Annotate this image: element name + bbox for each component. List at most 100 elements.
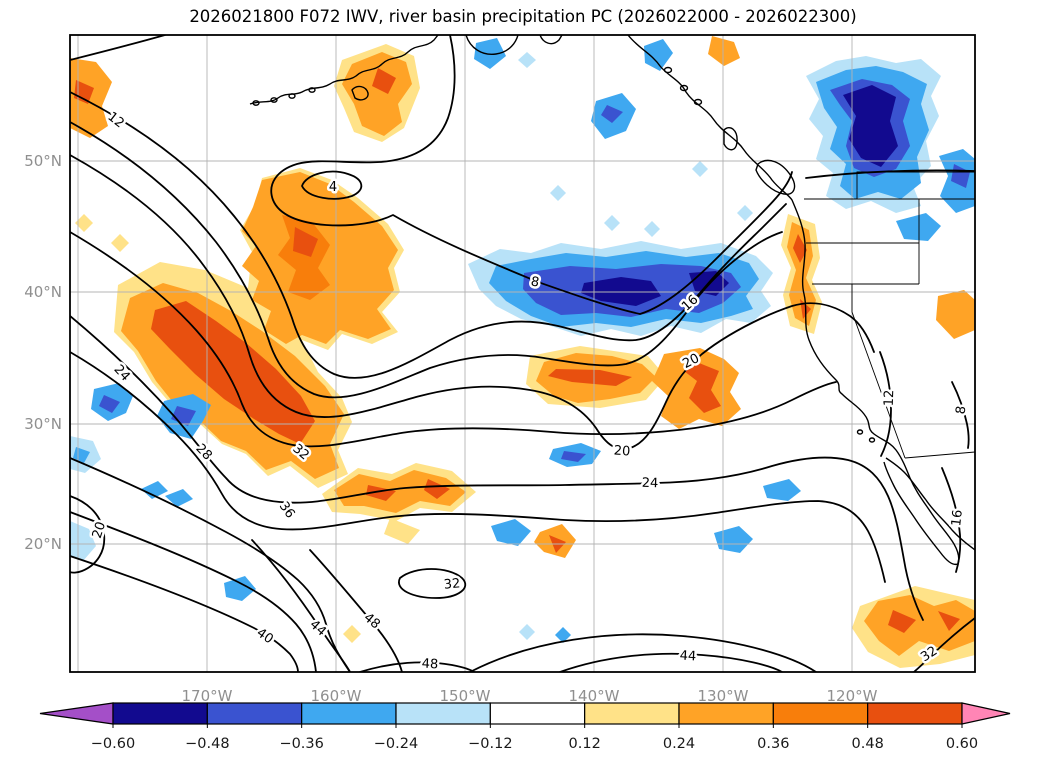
anomaly-patch bbox=[936, 290, 975, 339]
colorbar-tick-label: −0.24 bbox=[374, 736, 418, 752]
anomaly-patch bbox=[601, 105, 623, 123]
anomaly-patch bbox=[518, 52, 536, 68]
colorbar-cell bbox=[112, 702, 208, 725]
contour-label: 20 bbox=[613, 443, 631, 459]
colorbar-cell bbox=[206, 702, 303, 725]
coastline-segment bbox=[249, 35, 439, 105]
iwv-contour-lines bbox=[70, 35, 975, 672]
contour-line bbox=[398, 568, 467, 599]
contour-label: 24 bbox=[641, 476, 658, 492]
anomaly-patch bbox=[74, 80, 94, 104]
anomaly-patch bbox=[519, 624, 535, 640]
anomaly-patch bbox=[384, 518, 420, 544]
anomaly-patch bbox=[938, 611, 960, 631]
anomaly-patch bbox=[714, 526, 753, 553]
contour-line bbox=[270, 35, 793, 315]
contour-label: 4 bbox=[329, 180, 337, 195]
coastline-segment bbox=[868, 437, 876, 443]
colorbar-extend-high-arrow bbox=[961, 702, 1011, 725]
latitude-tick-label: 20°N bbox=[24, 535, 62, 553]
colorbar-tick-labels: −0.60 −0.48 −0.36 −0.24 −0.12 0.12 0.24 0.36 0.4… bbox=[91, 724, 978, 752]
coastline-segment bbox=[663, 66, 673, 74]
contour-label: 16 bbox=[949, 509, 966, 527]
contour-label: 44 bbox=[679, 649, 696, 665]
graticule-grid bbox=[70, 35, 975, 672]
plot-frame bbox=[69, 34, 976, 673]
colorbar-cell bbox=[772, 702, 869, 725]
contour-line bbox=[309, 549, 403, 672]
latitude-tick-label: 50°N bbox=[24, 152, 62, 170]
anomaly-patch bbox=[474, 38, 506, 69]
anomaly-patch bbox=[684, 361, 721, 413]
colorbar-tick-label: −0.60 bbox=[91, 736, 135, 752]
anomaly-patch bbox=[70, 521, 96, 561]
anomaly-patch bbox=[224, 576, 256, 601]
longitude-tick-label: 140°W bbox=[569, 687, 620, 705]
anomaly-patch bbox=[561, 451, 586, 462]
latitude-tick-label: 40°N bbox=[24, 283, 62, 301]
anomaly-patch bbox=[75, 214, 93, 232]
anomaly-patch bbox=[293, 227, 318, 257]
contour-label: 28 bbox=[192, 441, 214, 463]
anomaly-patch bbox=[73, 447, 90, 463]
colorbar bbox=[39, 702, 1011, 725]
latitude-tick-label: 30°N bbox=[24, 415, 62, 433]
coastlines bbox=[249, 35, 975, 566]
colorbar-tick-label: −0.12 bbox=[468, 736, 512, 752]
colorbar-extend-low-arrow bbox=[39, 702, 114, 725]
contour-label: 48 bbox=[421, 657, 438, 673]
contour-line bbox=[359, 661, 475, 672]
colorbar-tick-label: 0.48 bbox=[852, 736, 884, 752]
coastline-segment bbox=[288, 93, 296, 99]
contour-label: 20 bbox=[90, 520, 109, 540]
border-line bbox=[851, 284, 906, 459]
anomaly-patch bbox=[793, 234, 807, 263]
anomaly-patch bbox=[737, 205, 753, 221]
contour-label: 32 bbox=[443, 576, 461, 592]
longitude-tick-label: 160°W bbox=[311, 687, 362, 705]
longitude-tick-label: 170°W bbox=[182, 687, 233, 705]
contour-label: 12 bbox=[882, 389, 898, 406]
anomaly-patch bbox=[141, 481, 168, 499]
anomaly-patch bbox=[581, 277, 661, 306]
coastline-segment bbox=[755, 159, 796, 195]
border-line bbox=[856, 171, 975, 199]
colorbar-cell bbox=[489, 702, 586, 725]
longitude-axis-labels: 170°W 160°W 150°W 140°W 130°W 120°W bbox=[182, 687, 878, 705]
contour-line bbox=[805, 169, 975, 179]
contour-line bbox=[70, 351, 886, 583]
contour-line bbox=[70, 511, 317, 672]
anomaly-patch bbox=[550, 185, 566, 201]
coastline-segment bbox=[270, 97, 278, 103]
anomaly-patch bbox=[278, 215, 330, 300]
coastline-segment bbox=[627, 35, 960, 566]
anomaly-patch bbox=[151, 301, 315, 444]
chart-title: 2026021800 F072 IWV, river basin precipi… bbox=[189, 7, 856, 26]
colorbar-tick-label: 0.36 bbox=[757, 736, 789, 752]
colorbar-tick-label: −0.48 bbox=[185, 736, 229, 752]
anomaly-patch bbox=[692, 161, 708, 177]
contour-line bbox=[70, 91, 787, 379]
anomaly-patch bbox=[334, 470, 466, 513]
contour-line bbox=[951, 381, 970, 449]
coastline-segment bbox=[465, 35, 519, 55]
contour-line bbox=[879, 351, 892, 457]
colorbar-tick-label: −0.36 bbox=[279, 736, 323, 752]
contour-line bbox=[70, 35, 166, 61]
contour-line bbox=[941, 467, 962, 573]
coastline-segment bbox=[539, 35, 563, 45]
anomaly-patch bbox=[644, 39, 673, 71]
anomaly-patch bbox=[548, 369, 632, 386]
anomaly-patch bbox=[843, 85, 898, 167]
anomaly-patch bbox=[424, 479, 450, 499]
anomaly-patch bbox=[343, 625, 361, 643]
anomaly-patch bbox=[366, 485, 396, 501]
contour-line bbox=[70, 121, 783, 399]
anomaly-patch bbox=[111, 234, 129, 252]
anomaly-patch bbox=[896, 213, 941, 241]
colorbar-cell bbox=[301, 702, 397, 725]
anomaly-shading bbox=[70, 36, 975, 668]
